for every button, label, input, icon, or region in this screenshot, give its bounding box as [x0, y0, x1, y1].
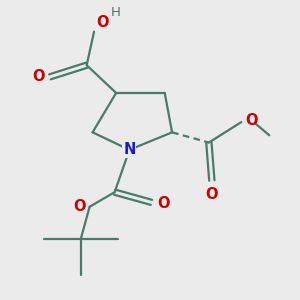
Text: O: O [245, 113, 257, 128]
Text: O: O [96, 15, 109, 30]
Text: O: O [206, 187, 218, 202]
Text: O: O [32, 69, 45, 84]
Text: N: N [123, 142, 136, 157]
Text: H: H [110, 5, 120, 19]
Text: O: O [157, 196, 169, 211]
Text: O: O [74, 199, 86, 214]
